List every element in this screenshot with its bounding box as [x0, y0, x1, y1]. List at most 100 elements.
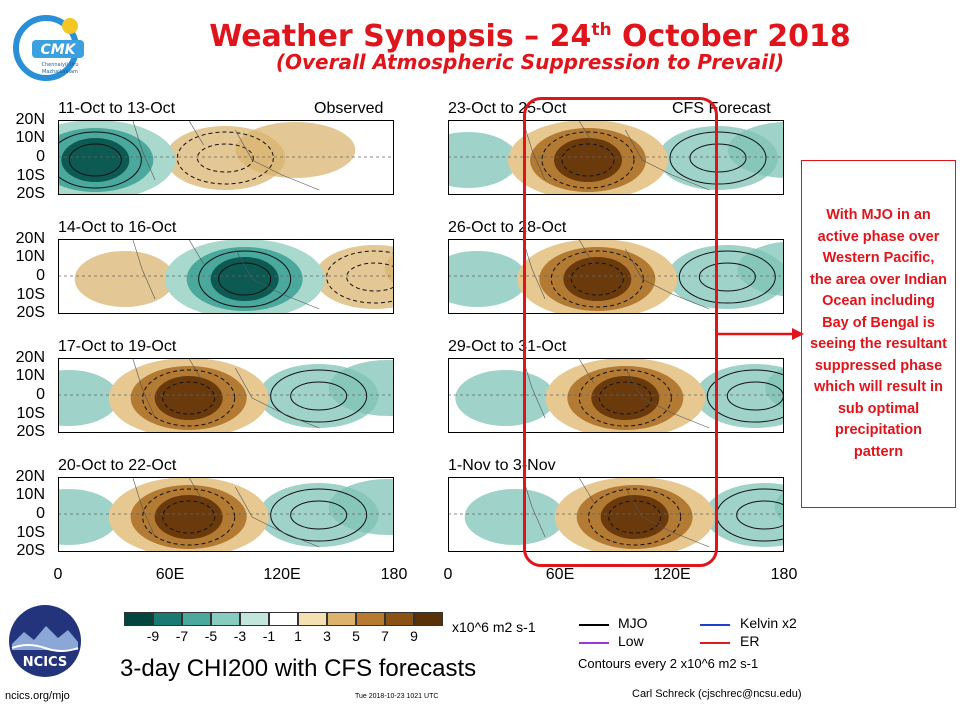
mjo-contour — [58, 131, 142, 189]
chi200-field — [58, 120, 394, 195]
panel-date-label: 17-Oct to 19-Oct — [58, 338, 177, 355]
colorbar-tick-label: 3 — [323, 628, 331, 644]
mjo-contour — [550, 250, 644, 308]
cmk-logo-top-text: Chennaiyil Oru — [41, 62, 78, 68]
panel-frame — [58, 358, 394, 433]
page-title: Weather Synopsis – 24th October 2018 — [209, 19, 851, 54]
lat-tick-label: 10N — [15, 486, 45, 503]
anomaly-patch — [448, 251, 528, 307]
legend-low-label: Low — [618, 633, 644, 649]
lat-tick-label: 0 — [36, 386, 45, 403]
lat-tick-label: 10S — [16, 167, 45, 184]
anomaly-patch — [728, 122, 784, 178]
legend-er-line — [700, 642, 730, 644]
anomaly-patch — [765, 367, 784, 409]
colorbar-tick-label: -5 — [204, 628, 218, 644]
mjo-contour — [270, 488, 368, 542]
colorbar-cell — [298, 612, 327, 626]
lat-tick-label: 20N — [15, 468, 45, 485]
chi200-field — [58, 477, 394, 552]
colorbar-cell — [385, 612, 414, 626]
colorbar-tick-label: -7 — [175, 628, 189, 644]
timestamp: Tue 2018-10-23 1021 UTC — [355, 693, 439, 700]
colorbar-cell — [124, 612, 153, 626]
colorbar-cell — [269, 612, 298, 626]
panel-date-label: 1-Nov to 3-Nov — [448, 457, 556, 474]
chi200-field — [448, 477, 784, 552]
colorbar-cell — [182, 612, 211, 626]
annotation-note: With MJO in an active phase over Western… — [801, 160, 956, 508]
lon-tick-label: 60E — [545, 566, 575, 583]
lat-tick-label: 20S — [16, 542, 45, 559]
mjo-contour — [142, 488, 236, 546]
coastline — [132, 120, 320, 191]
lat-tick-label: 20S — [16, 304, 45, 321]
legend-mjo-line — [579, 624, 609, 626]
ncics-link[interactable]: ncics.org/mjo — [5, 690, 70, 702]
mjo-contour — [290, 500, 348, 530]
lat-tick-label: 20N — [15, 349, 45, 366]
mjo-contour — [706, 369, 784, 423]
mjo-contour — [541, 131, 635, 189]
mjo-contour — [678, 250, 776, 304]
mjo-contour — [198, 250, 292, 308]
anomaly-blob — [554, 138, 622, 182]
legend-kelvin-line — [700, 624, 730, 626]
chi200-panel — [58, 120, 394, 195]
anomaly-patch — [774, 492, 784, 522]
colorbar-tick-label: 5 — [352, 628, 360, 644]
anomaly-patch — [314, 245, 394, 309]
colorbar-cell — [211, 612, 240, 626]
mjo-contour — [162, 500, 216, 534]
colorbar-units: x10^6 m2 s-1 — [452, 619, 536, 635]
chi200-field — [448, 358, 784, 433]
mjo-contour — [176, 131, 274, 185]
mjo-contour — [689, 143, 747, 173]
observed-tag: Observed — [314, 100, 384, 117]
lat-tick-label: 0 — [36, 505, 45, 522]
anomaly-patch — [464, 489, 565, 545]
lon-tick-label: 120E — [263, 566, 301, 583]
colorbar-tick-label: 1 — [294, 628, 302, 644]
colorbar-cell — [327, 612, 356, 626]
mjo-contour — [196, 143, 254, 173]
chi200-field — [448, 239, 784, 314]
anomaly-patch — [448, 132, 518, 188]
colorbar-tick-label: -3 — [233, 628, 247, 644]
lon-tick-label: 60E — [155, 566, 185, 583]
anomaly-blob — [563, 257, 632, 301]
anomaly-blob — [61, 138, 130, 182]
anomaly-patch — [58, 489, 119, 545]
chi200-field — [448, 120, 784, 195]
mjo-contour — [698, 262, 756, 292]
ncics-logo: NCICS — [9, 605, 81, 677]
mjo-contour — [598, 381, 652, 415]
chi200-panel — [448, 239, 784, 314]
panel-date-label: 11-Oct to 13-Oct — [58, 100, 176, 117]
chi200-panel — [58, 239, 394, 314]
mjo-contour — [270, 369, 368, 423]
contour-note: Contours every 2 x10^6 m2 s-1 — [578, 656, 759, 671]
chi200-panel — [448, 358, 784, 433]
colorbar-cell — [356, 612, 385, 626]
panel-date-label: 26-Oct to 28-Oct — [448, 219, 567, 236]
anomaly-patch — [384, 254, 394, 284]
mjo-contour — [669, 131, 767, 185]
anomaly-blob — [591, 376, 660, 420]
lat-tick-label: 10S — [16, 286, 45, 303]
colorbar-tick-label: -1 — [262, 628, 276, 644]
coastline — [132, 477, 320, 548]
page-subtitle: (Overall Atmospheric Suppression to Prev… — [275, 50, 785, 74]
coastline — [132, 239, 320, 310]
legend-mjo-label: MJO — [618, 615, 648, 631]
lat-tick-label: 10S — [16, 524, 45, 541]
lon-tick-label: 180 — [770, 566, 798, 583]
lat-tick-label: 20N — [15, 111, 45, 128]
panel-date-label: 29-Oct to 31-Oct — [448, 338, 567, 355]
mjo-contour — [142, 369, 236, 427]
mjo-contour — [346, 262, 394, 292]
author-credit: Carl Schreck (cjschrec@ncsu.edu) — [632, 688, 802, 700]
coastline — [132, 358, 320, 429]
panel-frame — [448, 239, 784, 314]
chi200-panel — [58, 477, 394, 552]
